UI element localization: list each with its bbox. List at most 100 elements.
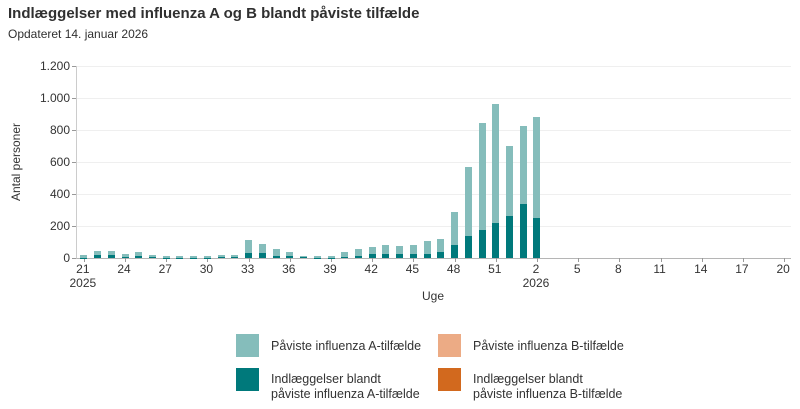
chart-title: Indlæggelser med influenza A og B blandt… (8, 5, 420, 22)
y-tick-label: 600 (49, 155, 70, 169)
detected-a-bar (176, 256, 184, 258)
hospitalized-a-bar (107, 255, 115, 258)
hospitalized-a-bar (451, 245, 459, 258)
y-axis-labels: 0 200 400 600 800 1.000 1.200 (0, 59, 70, 265)
x-tick-label-week-11: 11 (653, 262, 666, 276)
x-axis-tick (701, 258, 703, 262)
hospitalized-a-bar (396, 254, 404, 258)
x-axis-tick (578, 258, 580, 262)
legend-swatch-paaviste-a (236, 334, 259, 357)
detected-a-bar (533, 117, 541, 258)
detected-a-bar (217, 254, 225, 258)
gridline (77, 193, 791, 195)
detected-a-bar (382, 245, 390, 258)
detected-a-bar (368, 247, 376, 258)
legend-label-indlagte-b: Indlæggelser blandt påviste influenza B-t… (473, 372, 623, 401)
gridline (77, 65, 791, 67)
x-axis-tick (372, 258, 374, 262)
hospitalized-a-bar (300, 257, 308, 258)
detected-a-bar (464, 166, 472, 258)
x-tick-label-week-5: 5 (573, 262, 581, 276)
y-tick-label: 0 (63, 251, 70, 265)
detected-a-bar (245, 239, 253, 258)
x-axis-tick (413, 258, 415, 262)
detected-a-bar (80, 254, 88, 258)
y-axis-tick (72, 193, 76, 195)
x-axis-tick (248, 258, 250, 262)
x-axis-tick (784, 258, 786, 262)
hospitalized-a-bar (478, 230, 486, 258)
x-axis-tick (660, 258, 662, 262)
x-tick-label-week-33: 33 (240, 262, 255, 276)
detected-a-bar (149, 254, 157, 258)
hospitalized-a-bar (437, 252, 445, 258)
x-axis-tick (536, 258, 538, 262)
y-axis-tick (72, 97, 76, 99)
detected-a-bar (327, 256, 335, 258)
y-axis-tick (72, 161, 76, 163)
hospitalized-a-bar (121, 256, 129, 258)
x-axis-tick (166, 258, 168, 262)
x-tick-label-week-45: 45 (405, 262, 420, 276)
x-tick-label-week-51: 51 (488, 262, 502, 276)
x-axis-tick (495, 258, 497, 262)
hospitalized-a-bar (217, 257, 225, 258)
y-axis-tick (72, 65, 76, 67)
legend-item-indlagte-a[interactable]: Indlæggelser blandt påviste influenza A-t… (236, 368, 420, 401)
detected-a-bar (451, 212, 459, 258)
hospitalized-a-bar (409, 254, 417, 258)
detected-a-bar (190, 256, 198, 258)
x-tick-label-week-27: 27 (158, 262, 172, 276)
detected-a-bar (519, 126, 527, 258)
gridline (77, 97, 791, 99)
hospitalized-a-bar (354, 256, 362, 258)
detected-a-bar (94, 250, 102, 258)
x-tick-label-week-2: 2 (532, 262, 540, 276)
detected-a-bar (437, 239, 445, 258)
y-tick-label: 800 (49, 123, 70, 137)
x-tick-label-week-17: 17 (735, 262, 749, 276)
x-tick-label-week-36: 36 (282, 262, 296, 276)
gridline (77, 225, 791, 227)
x-axis-title: Uge (421, 289, 445, 303)
y-axis-tick (72, 129, 76, 131)
detected-a-bar (286, 252, 294, 258)
detected-a-bar (409, 244, 417, 258)
detected-a-bar (135, 251, 143, 258)
y-tick-label: 400 (49, 187, 70, 201)
hospitalized-a-bar (341, 256, 349, 258)
x-axis-tick (454, 258, 456, 262)
legend-item-paaviste-b[interactable]: Påviste influenza B-tilfælde (438, 334, 624, 357)
legend-item-indlagte-b[interactable]: Indlæggelser blandt påviste influenza B-t… (438, 368, 622, 401)
hospitalized-a-bar (492, 222, 500, 258)
legend-label-indlagte-a: Indlæggelser blandt påviste influenza A-t… (271, 372, 420, 401)
detected-a-bar (121, 254, 129, 258)
x-tick-label-week-39: 39 (323, 262, 337, 276)
x-axis-tick (207, 258, 209, 262)
hospitalized-a-bar (149, 257, 157, 258)
legend-label-paaviste-b: Påviste influenza B-tilfælde (473, 339, 624, 353)
hospitalized-a-bar (519, 203, 527, 258)
hospitalized-a-bar (231, 257, 239, 258)
detected-a-bar (478, 122, 486, 258)
detected-a-bar (423, 241, 431, 258)
x-axis-tick (83, 258, 85, 262)
x-axis-labels: 21 2025 24 27 30 33 36 39 42 45 48 51 2 2026 5 8 11 14 17 2… (70, 259, 790, 293)
hospitalized-a-bar (464, 235, 472, 258)
x-axis-tick (619, 258, 621, 262)
legend-item-paaviste-a[interactable]: Påviste influenza A-tilfælde (236, 334, 421, 357)
y-axis-tick (72, 257, 76, 259)
x-tick-label-week-20: 20 (776, 262, 790, 276)
detected-a-bar (313, 256, 321, 258)
x-year-label-2026: 2026 (522, 276, 550, 290)
detected-a-bar (258, 243, 266, 258)
x-tick-label-week-48: 48 (446, 262, 461, 276)
detected-a-bar (492, 103, 500, 258)
detected-a-bar (203, 256, 211, 258)
x-year-label-2025: 2025 (69, 276, 97, 290)
plot-area (72, 65, 791, 262)
detected-a-bar (341, 251, 349, 258)
detected-a-bar (231, 255, 239, 258)
x-axis-tick (125, 258, 127, 262)
